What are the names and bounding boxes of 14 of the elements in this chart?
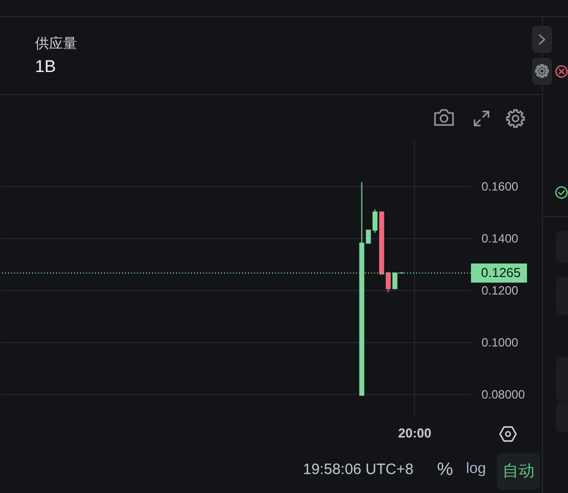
button: 自动 xyxy=(497,453,540,490)
y-tick-label: 0.1600 xyxy=(482,180,519,194)
ref-line-label: 0.1265 xyxy=(481,265,521,280)
candlestick xyxy=(386,271,391,294)
y-tick-label: 0.1200 xyxy=(482,283,519,298)
text: 19:58:06 UTC+8 xyxy=(303,461,414,478)
x-tick-label: 20:00 xyxy=(398,426,432,440)
text: log xyxy=(466,460,486,477)
text: % xyxy=(437,459,454,479)
y-tick-label: 0.1400 xyxy=(482,231,519,246)
text: 供应量 xyxy=(35,35,77,51)
text: 1B xyxy=(35,57,56,76)
y-tick-label: 0.1000 xyxy=(482,335,519,350)
y-tick-label: 0.08000 xyxy=(482,387,526,402)
